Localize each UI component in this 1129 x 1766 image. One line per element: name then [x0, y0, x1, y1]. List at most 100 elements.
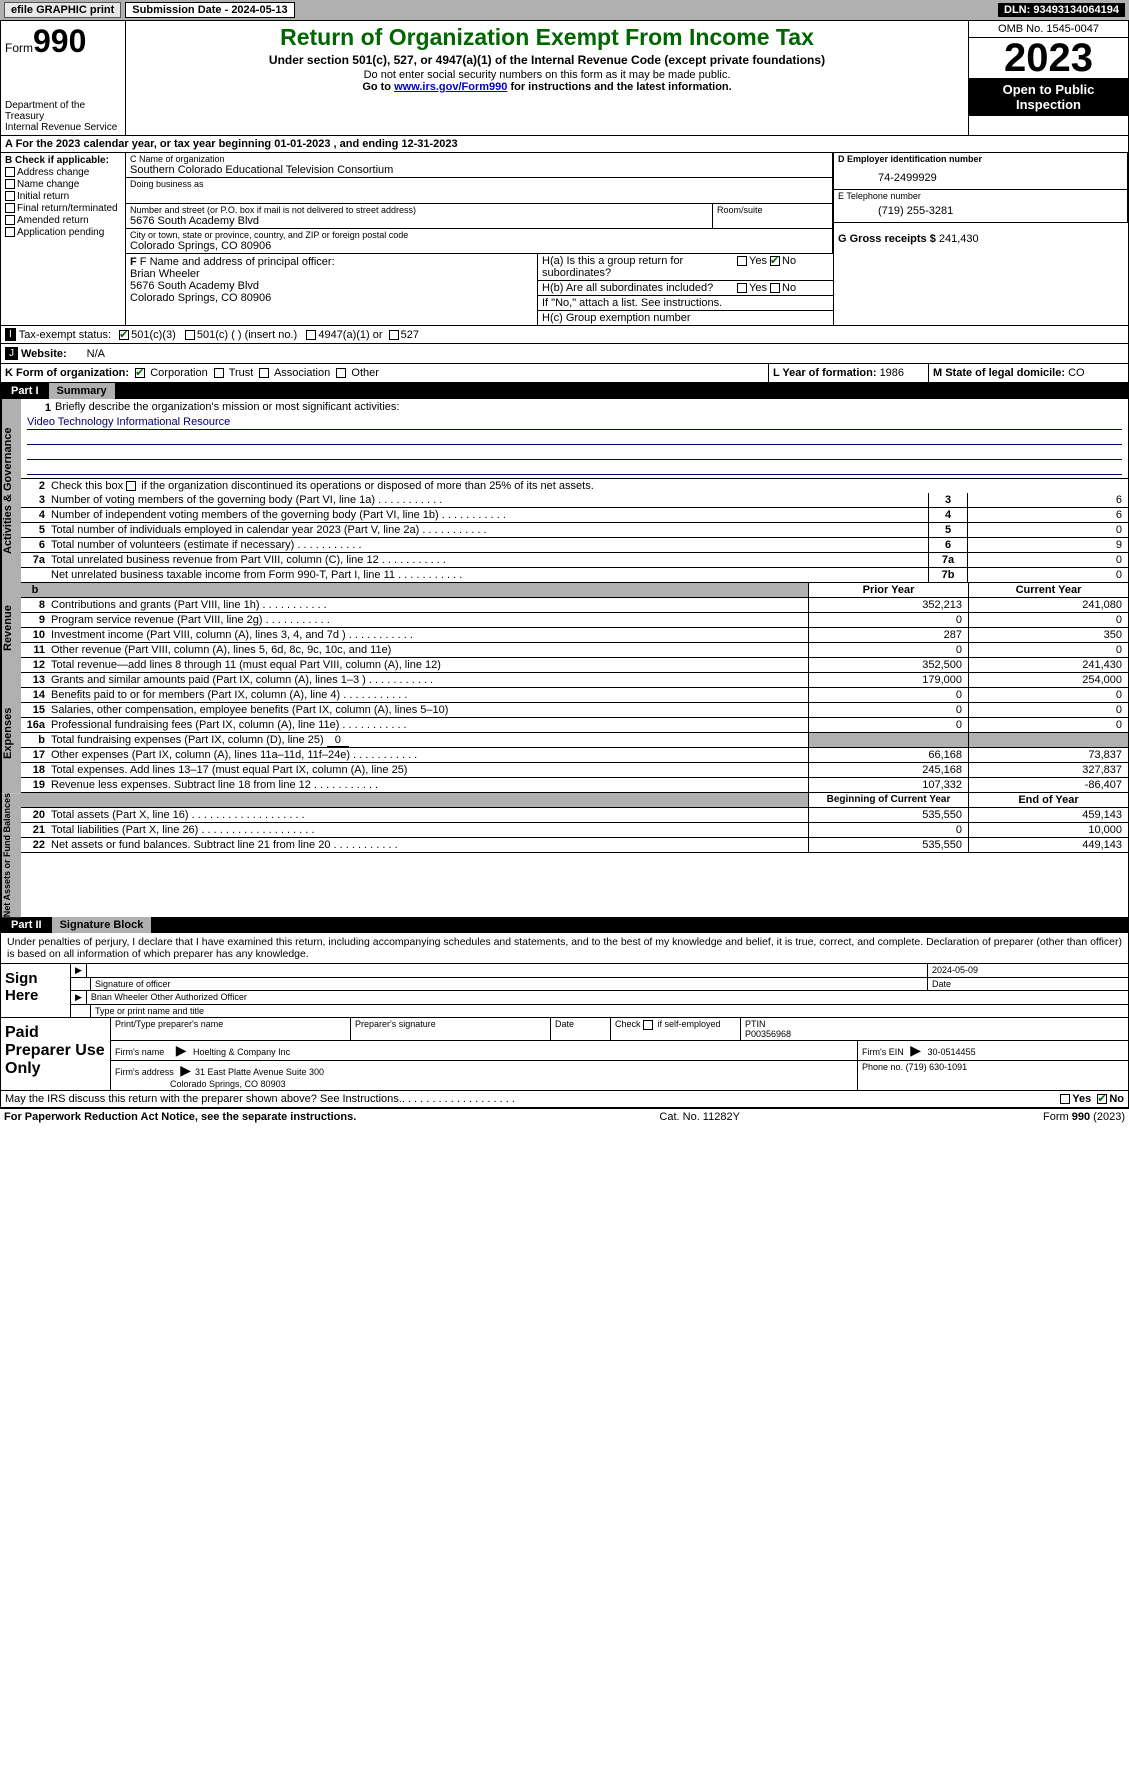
- topbar: efile GRAPHIC print Submission Date - 20…: [0, 0, 1129, 20]
- side-label-expenses: Expenses: [1, 673, 21, 793]
- chk-name-change[interactable]: [5, 179, 15, 189]
- val-7a: 0: [968, 553, 1128, 567]
- chk-final-return[interactable]: [5, 203, 15, 213]
- form-footer: Form 990 (2023): [1043, 1111, 1125, 1123]
- submission-date: Submission Date - 2024-05-13: [125, 2, 294, 18]
- val-6: 9: [968, 538, 1128, 552]
- mission-text: Video Technology Informational Resource: [27, 416, 1122, 430]
- period-row: A For the 2023 calendar year, or tax yea…: [1, 136, 1128, 153]
- tel-label: E Telephone number: [838, 191, 1123, 201]
- form-title: Return of Organization Exempt From Incom…: [134, 24, 960, 51]
- efile-print-button[interactable]: efile GRAPHIC print: [4, 2, 121, 18]
- arrow-icon: ▶: [71, 964, 87, 977]
- chk-address-change[interactable]: [5, 167, 15, 177]
- expenses-section: Expenses 13Grants and similar amounts pa…: [1, 673, 1128, 793]
- chk-discuss-yes[interactable]: [1060, 1094, 1070, 1104]
- mission-block: 1Briefly describe the organization's mis…: [21, 399, 1128, 479]
- activities-governance-section: Activities & Governance 1Briefly describ…: [1, 399, 1128, 583]
- subordinates-note: If "No," attach a list. See instructions…: [538, 296, 833, 311]
- street-label: Number and street (or P.O. box if mail i…: [130, 205, 708, 215]
- form-body: Form990 Department of the Treasury Inter…: [0, 20, 1129, 1109]
- chk-app-pending[interactable]: [5, 227, 15, 237]
- col-d: D Employer identification number 74-2499…: [833, 153, 1128, 325]
- group-exemption: H(c) Group exemption number: [538, 311, 833, 325]
- officer-sig-name: Brian Wheeler Other Authorized Officer: [87, 991, 1128, 1004]
- chk-527[interactable]: [389, 330, 399, 340]
- org-name: Southern Colorado Educational Television…: [130, 164, 828, 176]
- paid-preparer-label: Paid Preparer Use Only: [1, 1018, 111, 1090]
- sig-date: 2024-05-09: [928, 964, 1128, 977]
- chk-ha-no[interactable]: [770, 256, 780, 266]
- chk-other[interactable]: [336, 368, 346, 378]
- status-i-label: I: [5, 328, 16, 341]
- paid-preparer-grid: Paid Preparer Use Only Print/Type prepar…: [1, 1018, 1128, 1091]
- website-value: N/A: [87, 348, 105, 360]
- header-row: Form990 Department of the Treasury Inter…: [1, 21, 1128, 136]
- col-b-header: B Check if applicable:: [5, 155, 121, 166]
- ptin-value: P00356968: [745, 1029, 1124, 1039]
- officer-name: Brian Wheeler: [130, 268, 533, 280]
- ein-value: 74-2499929: [838, 164, 1123, 188]
- side-label-revenue: Revenue: [1, 583, 21, 673]
- form-number: Form990: [5, 23, 121, 60]
- tax-year: 2023: [969, 38, 1128, 78]
- chk-hb-yes[interactable]: [737, 283, 747, 293]
- chk-amended[interactable]: [5, 215, 15, 225]
- tax-status-row: I Tax-exempt status: 501(c)(3) 501(c) ( …: [1, 326, 1128, 344]
- net-assets-section: Net Assets or Fund Balances Beginning of…: [1, 793, 1128, 917]
- group-return-q: H(a) Is this a group return for subordin…: [538, 254, 733, 280]
- part2-header: Part II Signature Block: [1, 917, 1128, 933]
- firm-name: Hoelting & Company Inc: [193, 1047, 290, 1057]
- irs-link[interactable]: www.irs.gov/Form990: [394, 81, 507, 93]
- footer-row: For Paperwork Reduction Act Notice, see …: [0, 1109, 1129, 1125]
- org-name-label: C Name of organization: [130, 154, 828, 164]
- val-5: 0: [968, 523, 1128, 537]
- status-j-label: J: [5, 347, 18, 360]
- chk-discuss-no[interactable]: [1097, 1094, 1107, 1104]
- cat-no: Cat. No. 11282Y: [659, 1111, 740, 1123]
- open-inspection: Open to Public Inspection: [969, 78, 1128, 116]
- val-4: 6: [968, 508, 1128, 522]
- street-value: 5676 South Academy Blvd: [130, 215, 708, 227]
- col-c: C Name of organization Southern Colorado…: [126, 153, 833, 325]
- chk-discontinued[interactable]: [126, 481, 136, 491]
- ein-label: D Employer identification number: [838, 154, 1123, 164]
- gross-receipts: G Gross receipts $ 241,430: [834, 223, 1128, 247]
- chk-self-employed[interactable]: [643, 1020, 653, 1030]
- perjury-declaration: Under penalties of perjury, I declare th…: [1, 933, 1128, 964]
- col-b-checkboxes: B Check if applicable: Address change Na…: [1, 153, 126, 325]
- sign-here-grid: Sign Here ▶2024-05-09 Signature of offic…: [1, 964, 1128, 1018]
- part1-header: Part I Summary: [1, 383, 1128, 399]
- room-label: Room/suite: [717, 205, 828, 215]
- arrow-icon: ▶: [71, 991, 87, 1004]
- chk-hb-no[interactable]: [770, 283, 780, 293]
- officer-street: 5676 South Academy Blvd: [130, 280, 533, 292]
- chk-4947[interactable]: [306, 330, 316, 340]
- ssn-note: Do not enter social security numbers on …: [134, 69, 960, 81]
- chk-assoc[interactable]: [259, 368, 269, 378]
- side-label-net: Net Assets or Fund Balances: [1, 793, 21, 917]
- revenue-section: Revenue bPrior YearCurrent Year 8Contrib…: [1, 583, 1128, 673]
- val-8c: 241,080: [968, 598, 1128, 612]
- sign-here-label: Sign Here: [1, 964, 71, 1017]
- info-grid: B Check if applicable: Address change Na…: [1, 153, 1128, 326]
- city-label: City or town, state or province, country…: [130, 230, 828, 240]
- chk-initial-return[interactable]: [5, 191, 15, 201]
- city-value: Colorado Springs, CO 80906: [130, 240, 828, 252]
- val-7b: 0: [968, 568, 1128, 582]
- chk-501c[interactable]: [185, 330, 195, 340]
- officer-label: F F Name and address of principal office…: [130, 256, 533, 268]
- discuss-row: May the IRS discuss this return with the…: [1, 1091, 1128, 1108]
- year-formation: L Year of formation: 1986: [768, 364, 928, 382]
- website-row: J Website: N/A: [1, 344, 1128, 364]
- state-domicile: M State of legal domicile: CO: [928, 364, 1128, 382]
- chk-trust[interactable]: [214, 368, 224, 378]
- chk-corp[interactable]: [135, 368, 145, 378]
- dba-label: Doing business as: [130, 179, 828, 189]
- chk-501c3[interactable]: [119, 330, 129, 340]
- dln-label: DLN: 93493134064194: [998, 3, 1125, 17]
- chk-ha-yes[interactable]: [737, 256, 747, 266]
- goto-link-row: Go to www.irs.gov/Form990 for instructio…: [134, 81, 960, 93]
- officer-city: Colorado Springs, CO 80906: [130, 292, 533, 304]
- side-label-governance: Activities & Governance: [1, 399, 21, 583]
